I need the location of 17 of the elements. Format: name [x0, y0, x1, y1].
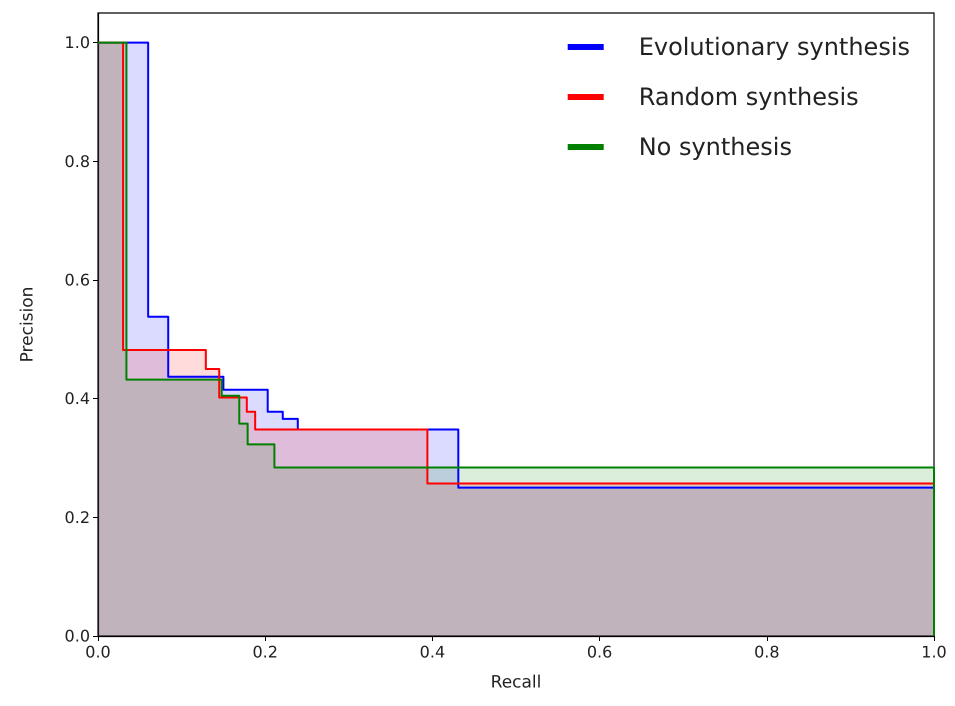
y-tick-label: 1.0	[64, 33, 90, 52]
x-tick-label: 0.6	[586, 642, 612, 662]
y-tick-label: 0.4	[64, 389, 90, 408]
legend-label: No synthesis	[638, 133, 792, 161]
y-tick-label: 0.6	[64, 270, 90, 290]
x-tick-label: 0.2	[252, 642, 278, 662]
x-tick-label: 0.4	[420, 642, 446, 662]
y-tick-label: 0.0	[64, 626, 90, 646]
y-tick-label: 0.8	[64, 152, 90, 171]
x-axis-title: Recall	[490, 672, 542, 692]
legend-label: Evolutionary synthesis	[638, 33, 910, 61]
y-tick-label: 0.2	[64, 508, 90, 527]
legend-label: Random synthesis	[638, 83, 859, 111]
x-tick-label: 1.0	[921, 642, 947, 662]
x-tick-label: 0.0	[85, 642, 111, 662]
y-axis-title: Precision	[18, 286, 38, 362]
x-tick-label: 0.8	[754, 642, 780, 662]
